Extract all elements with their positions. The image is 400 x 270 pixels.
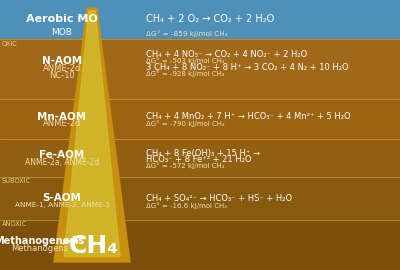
Bar bbox=[0, 139, 400, 177]
Bar bbox=[0, 99, 400, 139]
Text: CH₄ + 4 MnO₂ + 7 H⁺ → HCO₃⁻ + 4 Mn²⁺ + 5 H₂O: CH₄ + 4 MnO₂ + 7 H⁺ → HCO₃⁻ + 4 Mn²⁺ + 5… bbox=[146, 112, 351, 122]
Text: NC-10: NC-10 bbox=[49, 70, 75, 80]
Text: ANME-2a, ANME-2d: ANME-2a, ANME-2d bbox=[25, 157, 99, 167]
Text: ΔG° = -503 kJ/mol CH₄: ΔG° = -503 kJ/mol CH₄ bbox=[146, 57, 225, 64]
Text: CH₄ + 2 O₂ → CO₂ + 2 H₂O: CH₄ + 2 O₂ → CO₂ + 2 H₂O bbox=[146, 14, 274, 24]
Text: ANOXIC: ANOXIC bbox=[2, 221, 27, 227]
Text: ΔG° = -16.6 kJ/mol CH₄: ΔG° = -16.6 kJ/mol CH₄ bbox=[146, 202, 227, 208]
Text: OXIC: OXIC bbox=[2, 40, 18, 46]
Text: ΔG° = -572 kJ/mol CH₄: ΔG° = -572 kJ/mol CH₄ bbox=[146, 162, 224, 169]
Text: ΔG° = -790 kJ/mol CH₄: ΔG° = -790 kJ/mol CH₄ bbox=[146, 120, 225, 127]
Text: CH₄ + 4 NO₃⁻ → CO₂ + 4 NO₂⁻ + 2 H₂O: CH₄ + 4 NO₃⁻ → CO₂ + 4 NO₂⁻ + 2 H₂O bbox=[146, 50, 307, 59]
Text: CH₄ + 8 Fe(OH)₃ + 15 H⁺ →: CH₄ + 8 Fe(OH)₃ + 15 H⁺ → bbox=[146, 149, 260, 158]
Bar bbox=[0, 220, 400, 270]
Text: Mn-AOM: Mn-AOM bbox=[38, 112, 86, 122]
Text: Methanogens: Methanogens bbox=[11, 244, 68, 253]
Text: ANME-2d: ANME-2d bbox=[43, 119, 81, 128]
Bar bbox=[0, 177, 400, 220]
Text: Methanogenesis: Methanogenesis bbox=[0, 236, 84, 246]
Text: N-AOM: N-AOM bbox=[42, 56, 82, 66]
Text: ANME-2d: ANME-2d bbox=[43, 64, 81, 73]
Bar bbox=[0, 0, 400, 39]
Text: ΔG° = -928 kJ/mol CH₄: ΔG° = -928 kJ/mol CH₄ bbox=[146, 70, 225, 77]
Text: ΔG° = -859 kJ/mol CH₄: ΔG° = -859 kJ/mol CH₄ bbox=[146, 30, 228, 37]
Text: Fe-AOM: Fe-AOM bbox=[39, 150, 85, 160]
Text: CH₄ + SO₄²⁻ → HCO₃⁻ + HS⁻ + H₂O: CH₄ + SO₄²⁻ → HCO₃⁻ + HS⁻ + H₂O bbox=[146, 194, 292, 203]
Text: SUBOXIC: SUBOXIC bbox=[2, 178, 31, 184]
Text: MOB: MOB bbox=[52, 28, 72, 38]
Bar bbox=[0, 39, 400, 99]
Text: HCO₃⁻ + 8 Fe⁺² + 21 H₂O: HCO₃⁻ + 8 Fe⁺² + 21 H₂O bbox=[146, 155, 252, 164]
Text: Aerobic MO: Aerobic MO bbox=[26, 14, 98, 24]
Polygon shape bbox=[54, 8, 130, 262]
Text: ANME-1, ANME-2, ANME-3: ANME-1, ANME-2, ANME-3 bbox=[14, 202, 110, 208]
Text: S-AOM: S-AOM bbox=[42, 193, 82, 204]
Text: 3 CH₄ + 8 NO₂⁻ + 8 H⁺ → 3 CO₂ + 4 N₂ + 10 H₂O: 3 CH₄ + 8 NO₂⁻ + 8 H⁺ → 3 CO₂ + 4 N₂ + 1… bbox=[146, 63, 349, 72]
Polygon shape bbox=[64, 11, 120, 256]
Text: CH₄: CH₄ bbox=[69, 234, 119, 258]
